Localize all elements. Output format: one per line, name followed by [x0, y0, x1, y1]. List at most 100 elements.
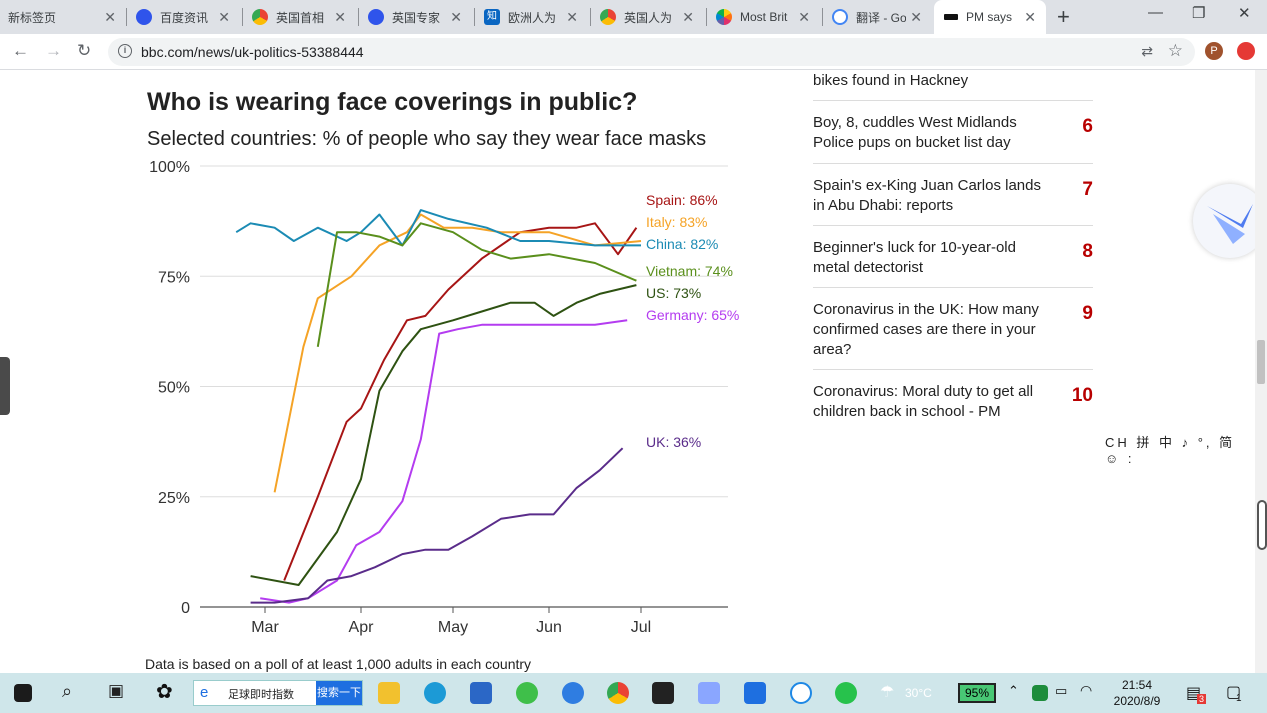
bird-app-icon[interactable]: [698, 682, 720, 704]
translate-icon[interactable]: ⇄: [1141, 43, 1153, 59]
chevron-up-icon[interactable]: ⌃: [1008, 683, 1019, 698]
most-read-title[interactable]: Spain's ex-King Juan Carlos lands in Abu…: [813, 177, 1041, 214]
close-icon[interactable]: ✕: [566, 9, 578, 25]
series-line-spain: [283, 222, 638, 581]
series-label-germany: Germany: 65%: [646, 307, 739, 323]
app-icon[interactable]: ✿: [156, 681, 173, 703]
weather-icon[interactable]: ☂: [880, 684, 895, 701]
tab-new-tab[interactable]: 新标签页 ✕: [8, 0, 126, 34]
info-icon[interactable]: i: [118, 44, 132, 58]
most-read-title[interactable]: Boy, 8, cuddles West Midlands Police pup…: [813, 114, 1017, 151]
list-item[interactable]: Coronavirus: Moral duty to get all child…: [813, 370, 1093, 432]
new-tab-button[interactable]: +: [1057, 4, 1070, 29]
tab-separator: [822, 8, 823, 26]
close-icon[interactable]: ✕: [1024, 9, 1036, 25]
list-item[interactable]: Spain's ex-King Juan Carlos lands in Abu…: [813, 164, 1093, 226]
browser-icon[interactable]: [516, 682, 538, 704]
reload-icon[interactable]: ↻: [77, 41, 92, 60]
series-line-uk: [250, 447, 624, 604]
y-tick-label: 100%: [149, 159, 190, 176]
tab-title: 新标签页: [8, 10, 57, 25]
tab-pm-says[interactable]: PM says ✕: [934, 0, 1046, 34]
page-scrollbar[interactable]: [1255, 70, 1267, 673]
floating-bird-extension[interactable]: [1193, 184, 1255, 258]
restore-button[interactable]: ❐: [1192, 5, 1206, 22]
series-label-uk: UK: 36%: [646, 434, 701, 450]
store-icon[interactable]: [652, 682, 674, 704]
chart-note: Data is based on a poll of at least 1,00…: [145, 656, 532, 672]
wifi-icon[interactable]: ◠: [1080, 682, 1093, 698]
browser-toolbar: ← → ↻ i bbc.com/news/uk-politics-5338844…: [0, 34, 1267, 70]
taskbar-search[interactable]: e 足球即时指数 搜索一下: [193, 680, 363, 706]
most-read-title[interactable]: bikes found in Hackney: [813, 72, 969, 89]
tab-most-british[interactable]: Most Brit ✕: [716, 0, 820, 34]
close-icon[interactable]: ✕: [798, 9, 810, 25]
qq-browser-icon[interactable]: [790, 682, 812, 704]
extension-icon[interactable]: [1237, 42, 1255, 60]
edge-icon[interactable]: [424, 682, 446, 704]
face-mask-chart: 0 25% 50% 75% 100% Mar Apr May Jun Jul Spain: 86% I…: [149, 159, 739, 636]
tab-title: Most Brit: [740, 10, 788, 24]
windows-start-icon[interactable]: [14, 684, 32, 702]
battery-indicator[interactable]: 95%: [958, 683, 996, 703]
clock[interactable]: 21:54 2020/8/9: [1112, 677, 1162, 709]
search-button[interactable]: 搜索一下: [316, 681, 362, 705]
search-icon[interactable]: ⌕: [62, 681, 73, 701]
mail-icon[interactable]: [470, 682, 492, 704]
series-line-germany: [260, 319, 628, 604]
ime-toolbar[interactable]: CH 拼 中 ♪ °, 简 ☺ :: [1105, 432, 1255, 466]
address-bar[interactable]: i bbc.com/news/uk-politics-53388444 ⇄ ☆: [108, 38, 1195, 66]
right-slider-handle[interactable]: [1257, 500, 1267, 550]
wps-icon[interactable]: [744, 682, 766, 704]
tab-strip: 新标签页 ✕ 百度资讯 ✕ 英国首相 ✕ 英国专家 ✕ 知 欧洲人为 ✕ 英国人…: [0, 0, 1267, 34]
nbc-peacock-icon: [716, 9, 732, 25]
tab-baidu-news[interactable]: 百度资讯 ✕: [136, 0, 240, 34]
close-icon[interactable]: ✕: [450, 9, 462, 25]
baidu-paw-icon: [368, 9, 384, 25]
chrome-icon[interactable]: [607, 682, 629, 704]
tab-google-translate[interactable]: 翻译 - Go ✕: [832, 0, 932, 34]
list-item[interactable]: Coronavirus in the UK: How many confirme…: [813, 288, 1093, 370]
y-tick-label: 50%: [158, 380, 190, 397]
close-icon[interactable]: ✕: [682, 9, 694, 25]
series-label-us: US: 73%: [646, 285, 701, 301]
wechat-icon[interactable]: [835, 682, 857, 704]
y-tick-label: 25%: [158, 490, 190, 507]
file-explorer-icon[interactable]: [378, 682, 400, 704]
close-icon[interactable]: ✕: [910, 9, 922, 25]
most-read-title[interactable]: Beginner's luck for 10-year-old metal de…: [813, 239, 1016, 276]
tab-separator: [474, 8, 475, 26]
list-item[interactable]: bikes found in Hackney: [813, 70, 1093, 101]
action-center-icon[interactable]: ▢: [1226, 684, 1242, 701]
y-tick-label: 75%: [158, 269, 190, 286]
back-arrow-icon[interactable]: ←: [12, 41, 29, 60]
battery-tray-icon[interactable]: ▭: [1055, 683, 1068, 698]
forward-arrow-icon[interactable]: →: [45, 41, 62, 60]
bookmark-star-icon[interactable]: ☆: [1167, 41, 1183, 60]
most-read-title[interactable]: Coronavirus: Moral duty to get all child…: [813, 383, 1034, 420]
side-panel-handle[interactable]: [0, 357, 10, 415]
profile-avatar[interactable]: P: [1205, 42, 1223, 60]
tab-zhihu[interactable]: 知 欧洲人为 ✕: [484, 0, 588, 34]
close-window-button[interactable]: ✕: [1238, 5, 1251, 22]
series-label-italy: Italy: 83%: [646, 214, 707, 230]
url-text[interactable]: bbc.com/news/uk-politics-53388444: [141, 44, 364, 60]
scroll-thumb[interactable]: [1257, 340, 1265, 384]
tab-separator: [242, 8, 243, 26]
close-icon[interactable]: ✕: [334, 9, 346, 25]
close-icon[interactable]: ✕: [218, 9, 230, 25]
clock-time: 21:54: [1121, 678, 1153, 692]
x-tick-label: May: [438, 619, 468, 636]
tab-uk-expert[interactable]: 英国专家 ✕: [368, 0, 472, 34]
tray-app-icon[interactable]: [1032, 685, 1048, 701]
tab-uk-people[interactable]: 英国人为 ✕: [600, 0, 704, 34]
most-read-title[interactable]: Coronavirus in the UK: How many confirme…: [813, 301, 1039, 358]
list-item[interactable]: Beginner's luck for 10-year-old metal de…: [813, 226, 1093, 288]
task-view-icon[interactable]: ▣: [108, 681, 125, 700]
app-l-icon[interactable]: [562, 682, 584, 704]
list-item[interactable]: Boy, 8, cuddles West Midlands Police pup…: [813, 101, 1093, 164]
minimize-button[interactable]: —: [1148, 4, 1163, 21]
search-text[interactable]: 足球即时指数: [228, 689, 294, 701]
tab-uk-pm[interactable]: 英国首相 ✕: [252, 0, 356, 34]
close-icon[interactable]: ✕: [104, 9, 116, 25]
